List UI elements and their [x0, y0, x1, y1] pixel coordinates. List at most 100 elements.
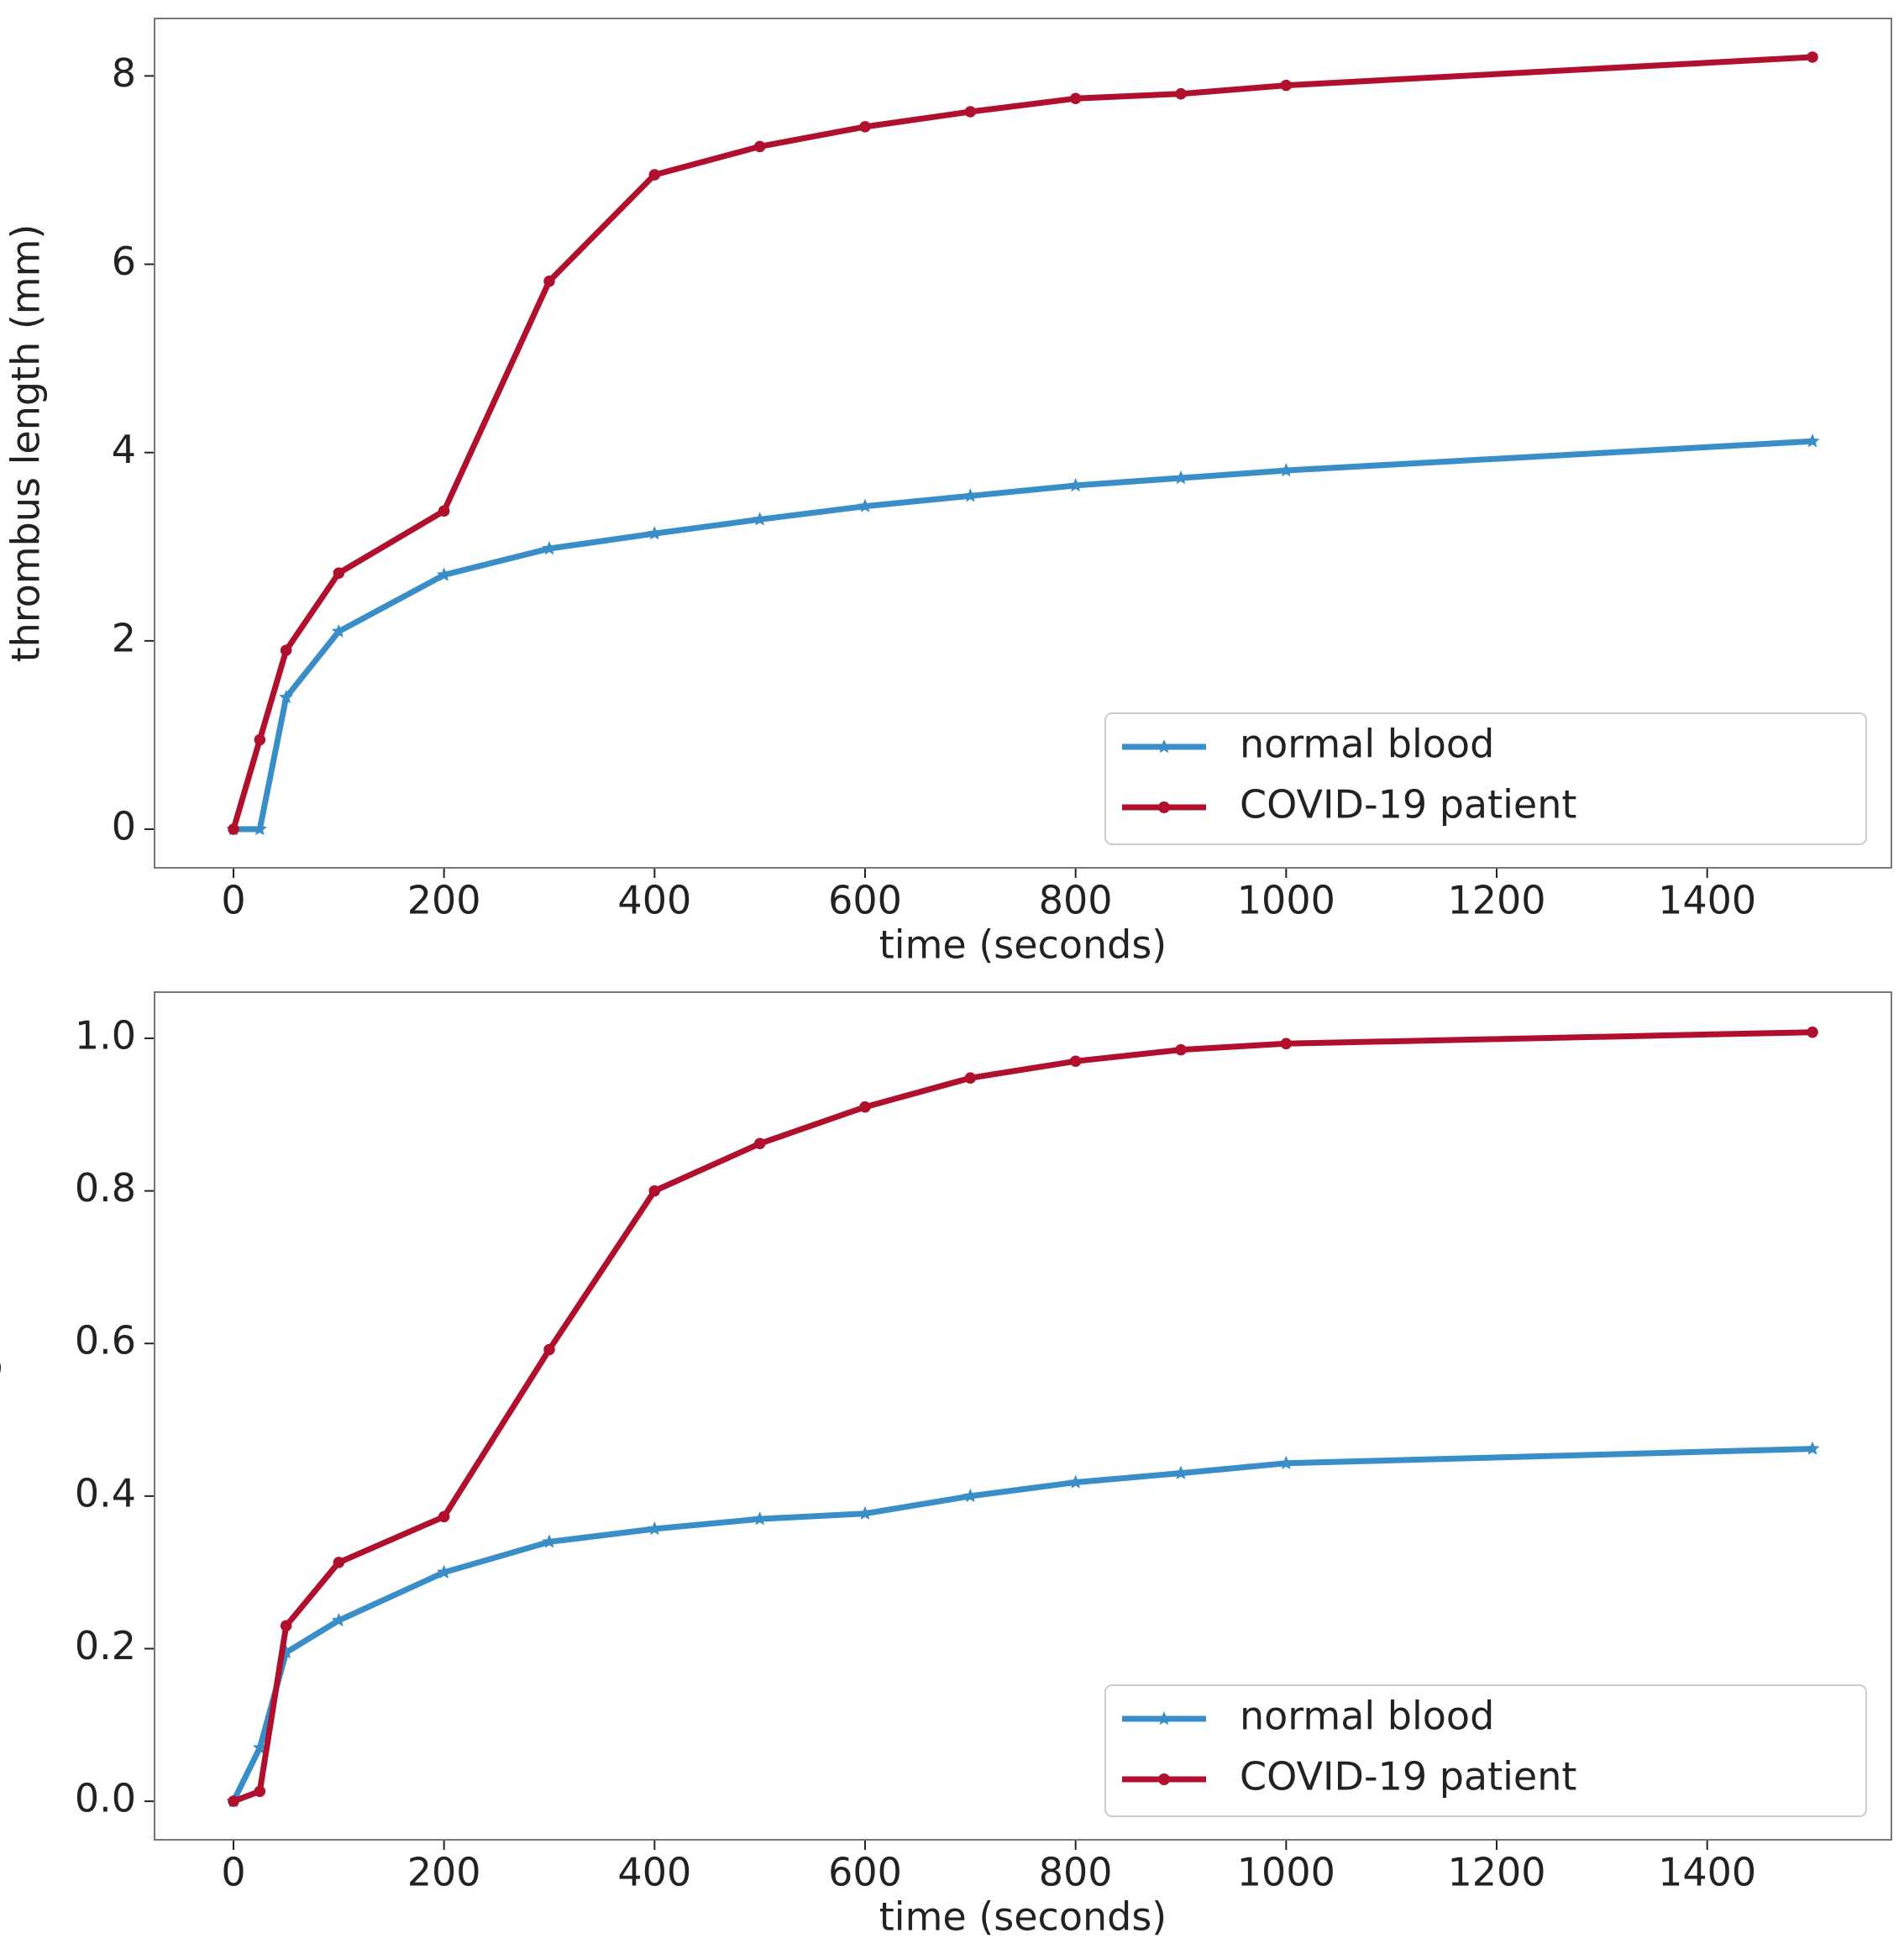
y-tick-label: 4 — [112, 427, 136, 472]
x-tick-label: 1200 — [1447, 1850, 1545, 1895]
y-tick-label: 0.6 — [75, 1318, 136, 1363]
legend-marker — [1157, 739, 1172, 754]
marker — [647, 526, 662, 540]
marker — [252, 822, 267, 836]
axes-frame — [154, 991, 1892, 1841]
x-tick-label: 800 — [1039, 1850, 1113, 1895]
x-tick-label: 1000 — [1237, 878, 1335, 923]
marker — [858, 498, 873, 512]
marker — [962, 488, 978, 502]
x-tick-label: 1200 — [1447, 878, 1545, 923]
marker — [1069, 1055, 1082, 1067]
series-line — [232, 1029, 1813, 1805]
x-axis-label: time (seconds) — [879, 922, 1167, 968]
x-tick-label: 800 — [1039, 878, 1113, 923]
marker — [1805, 433, 1820, 448]
legend-box — [1104, 712, 1867, 845]
marker — [1807, 51, 1818, 63]
marker — [1278, 1455, 1293, 1470]
marker — [333, 567, 345, 579]
x-tick-label: 0 — [221, 1850, 245, 1895]
x-tick-label: 1400 — [1658, 878, 1756, 923]
y-tick-label: 0.4 — [75, 1470, 136, 1516]
x-tick-label: 600 — [828, 1850, 902, 1895]
marker — [254, 733, 266, 746]
y-tick-label: 0.2 — [75, 1623, 136, 1668]
marker — [254, 1785, 266, 1798]
y-tick-label: 0.0 — [75, 1776, 136, 1821]
x-tick-label: 400 — [617, 878, 691, 923]
marker — [1280, 1038, 1293, 1050]
marker — [331, 623, 346, 638]
legend-label: COVID-19 patient — [1240, 1754, 1576, 1799]
marker — [333, 1557, 345, 1568]
marker — [962, 1488, 978, 1503]
x-tick-label: 400 — [617, 1850, 691, 1895]
marker — [1173, 470, 1188, 485]
marker — [437, 1564, 452, 1579]
x-tick-label: 200 — [407, 878, 481, 923]
marker — [543, 275, 555, 287]
x-axis-label: time (seconds) — [879, 1894, 1167, 1940]
marker — [280, 1620, 292, 1632]
marker — [648, 1185, 661, 1197]
legend-marker — [1157, 1711, 1172, 1726]
series-line — [230, 54, 1813, 830]
marker — [1068, 477, 1083, 492]
marker — [543, 1343, 555, 1356]
marker — [279, 690, 294, 704]
marker — [228, 1795, 239, 1807]
marker — [542, 541, 557, 555]
y-tick-label: 6 — [112, 239, 136, 284]
marker — [964, 1072, 977, 1084]
y-tick-label: 2 — [112, 615, 136, 660]
legend-marker — [1158, 1773, 1170, 1785]
axes-frame — [154, 18, 1892, 869]
y-axis-label: thrombus length (mm) — [3, 224, 49, 663]
marker — [648, 169, 661, 181]
series-line — [233, 438, 1813, 833]
marker — [542, 1534, 557, 1548]
marker — [858, 1505, 873, 1520]
marker — [859, 121, 871, 133]
series-line — [230, 1446, 1813, 1803]
marker — [753, 140, 766, 153]
y-tick-label: 0 — [112, 804, 136, 849]
legend-label: normal blood — [1240, 722, 1494, 767]
marker — [753, 1137, 766, 1150]
marker — [753, 1511, 768, 1526]
x-tick-label: 0 — [221, 878, 245, 923]
marker — [1278, 463, 1293, 477]
y-tick-label: 1.0 — [75, 1012, 136, 1058]
marker — [280, 644, 292, 656]
x-tick-label: 1400 — [1658, 1850, 1756, 1895]
y-tick-label: 8 — [112, 50, 136, 96]
marker — [1175, 1043, 1187, 1056]
marker — [438, 1510, 450, 1523]
marker — [859, 1101, 871, 1113]
legend-label: normal blood — [1240, 1694, 1494, 1739]
marker — [1175, 87, 1187, 100]
marker — [1805, 1441, 1820, 1455]
marker — [1173, 1465, 1188, 1479]
y-axis-label: thrombus height (mm) — [0, 1197, 3, 1636]
legend-label: COVID-19 patient — [1240, 782, 1576, 827]
marker — [647, 1521, 662, 1536]
y-tick-label: 0.8 — [75, 1165, 136, 1211]
x-tick-label: 600 — [828, 878, 902, 923]
marker — [438, 505, 450, 517]
x-tick-label: 1000 — [1237, 1850, 1335, 1895]
marker — [437, 567, 452, 581]
legend-box — [1104, 1684, 1867, 1817]
marker — [331, 1612, 346, 1627]
marker — [964, 106, 977, 118]
legend-marker — [1158, 801, 1170, 813]
x-tick-label: 200 — [407, 1850, 481, 1895]
marker — [1068, 1474, 1083, 1489]
marker — [228, 823, 239, 835]
marker — [1280, 79, 1293, 92]
marker — [1807, 1026, 1818, 1038]
marker — [1069, 92, 1082, 105]
